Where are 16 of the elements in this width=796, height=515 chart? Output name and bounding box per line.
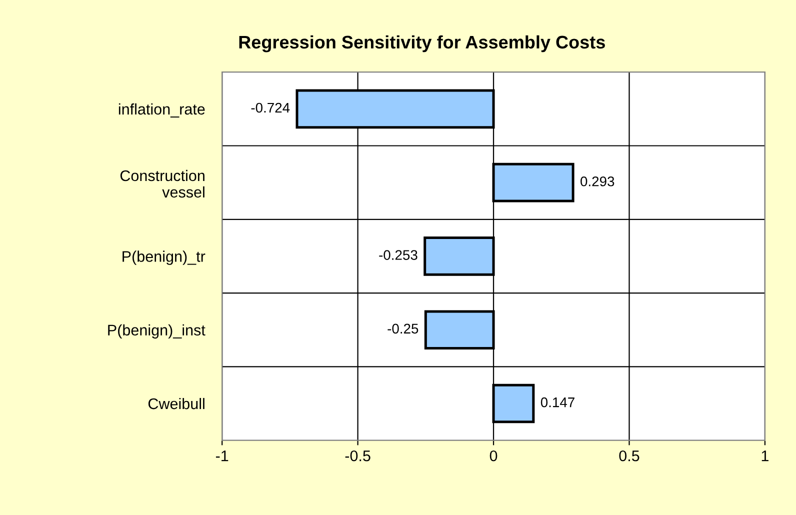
- x-tick-label: -0.5: [345, 450, 370, 462]
- y-tick-label: P(benign)_inst: [108, 324, 206, 339]
- y-tick-label: Cweibull: [148, 398, 204, 410]
- y-tick-label: P(benign)_tr: [122, 250, 206, 265]
- y-tick-label: inflation_rate: [118, 103, 205, 118]
- y-tick-label: Construction vessel: [120, 170, 204, 198]
- data-label: 0.293: [580, 176, 614, 186]
- data-label: -0.724: [251, 102, 290, 113]
- data-label: -0.25: [388, 324, 418, 334]
- chart-title: Regression Sensitivity for Assembly Costs: [239, 35, 605, 52]
- data-label: -0.253: [379, 250, 418, 260]
- x-tick-label: -1: [216, 450, 228, 462]
- x-tick-label: 1: [762, 450, 768, 462]
- x-tick-label: 0.5: [619, 450, 640, 462]
- data-label: 0.147: [540, 397, 574, 408]
- x-tick-label: 0: [490, 450, 498, 462]
